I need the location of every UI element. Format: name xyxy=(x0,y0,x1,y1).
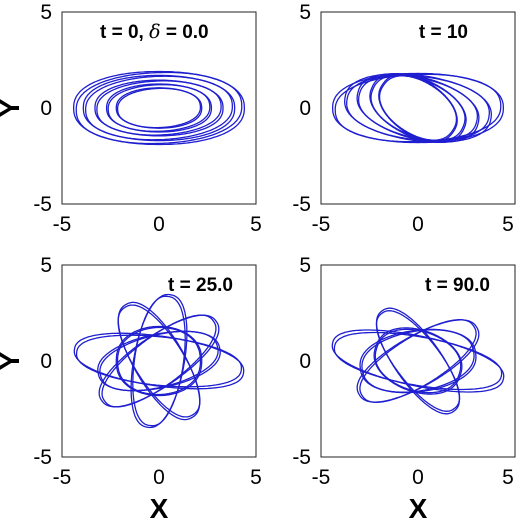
panel-top-right: t = 10 5 0 -5 -5 0 5 xyxy=(292,1,516,236)
orbit-loop xyxy=(378,75,458,141)
orbit-loop xyxy=(374,328,462,394)
orbit-loop xyxy=(105,83,213,133)
orbit-loop xyxy=(75,71,243,145)
y-axis-label: Y xyxy=(0,98,25,117)
plot-frame xyxy=(61,264,257,458)
y-tick-label: 5 xyxy=(40,1,52,24)
panel-annotation: t = 10 xyxy=(419,22,468,43)
y-tick-label: -5 xyxy=(292,193,311,216)
orbit-loop xyxy=(107,84,211,132)
panel-top-left: t = 0, δ = 0.0 5 0 -5 -5 0 5 Y xyxy=(0,1,262,236)
orbit-loop xyxy=(346,74,490,142)
orbit-series xyxy=(331,307,505,415)
x-axis-label: X xyxy=(409,493,428,524)
y-tick-label: 5 xyxy=(299,1,311,24)
y-axis-label: Y xyxy=(0,351,25,370)
orbit-loop xyxy=(375,310,461,412)
orbit-loop xyxy=(101,314,217,408)
orbit-loop xyxy=(73,332,245,390)
x-tick-label: -5 xyxy=(53,213,72,236)
orbit-series xyxy=(331,72,505,144)
x-tick-label: 0 xyxy=(412,213,424,236)
panel-annotation: t = 0, δ = 0.0 xyxy=(100,21,209,43)
x-tick-label: -5 xyxy=(312,466,331,489)
orbit-curves xyxy=(72,70,505,429)
orbit-series xyxy=(72,70,246,146)
y-tick-label: 0 xyxy=(299,97,311,120)
y-tick-label: 0 xyxy=(40,97,52,120)
x-tick-label: 0 xyxy=(153,213,165,236)
x-tick-label: 5 xyxy=(250,466,262,489)
orbit-loop xyxy=(333,331,503,391)
y-tick-label: -5 xyxy=(33,446,52,469)
y-tick-label: -5 xyxy=(33,193,52,216)
orbit-loop xyxy=(116,87,202,129)
plot-frame xyxy=(61,11,257,205)
orbit-loop xyxy=(72,70,246,146)
orbit-loop xyxy=(375,307,461,415)
orbit-loop xyxy=(361,329,475,393)
x-tick-label: 0 xyxy=(412,466,424,489)
plot-frame xyxy=(320,264,516,458)
y-tick-label: 5 xyxy=(299,254,311,277)
panel-annotation: t = 90.0 xyxy=(425,275,490,296)
x-tick-label: 5 xyxy=(502,466,514,489)
y-tick-label: 0 xyxy=(299,350,311,373)
panel-bottom-right: t = 90.0 5 0 -5 -5 0 5 X xyxy=(292,254,516,524)
orbit-loop xyxy=(370,74,466,142)
orbit-loop xyxy=(130,293,188,429)
y-tick-label: 5 xyxy=(40,254,52,277)
x-tick-label: 5 xyxy=(250,213,262,236)
orbit-series xyxy=(73,293,245,429)
orbit-loop xyxy=(344,73,492,143)
orbit-loop xyxy=(96,80,222,136)
x-tick-label: -5 xyxy=(53,466,72,489)
orbit-loop xyxy=(116,326,202,396)
x-tick-label: 5 xyxy=(502,213,514,236)
orbit-loop xyxy=(334,73,502,143)
panel-bottom-left: t = 25.0 5 0 -5 -5 0 5 Y X xyxy=(0,254,262,524)
orbit-loop xyxy=(359,319,477,403)
plot-frame xyxy=(320,11,516,205)
orbit-loop xyxy=(84,75,234,141)
x-axis-label: X xyxy=(150,493,169,524)
orbit-loop xyxy=(115,325,203,397)
x-tick-label: -5 xyxy=(312,213,331,236)
orbit-loop xyxy=(117,304,201,418)
x-tick-label: 0 xyxy=(153,466,165,489)
orbit-loop xyxy=(132,295,186,427)
y-tick-label: 0 xyxy=(40,350,52,373)
panel-annotation: t = 25.0 xyxy=(168,275,233,296)
y-tick-label: -5 xyxy=(292,446,311,469)
